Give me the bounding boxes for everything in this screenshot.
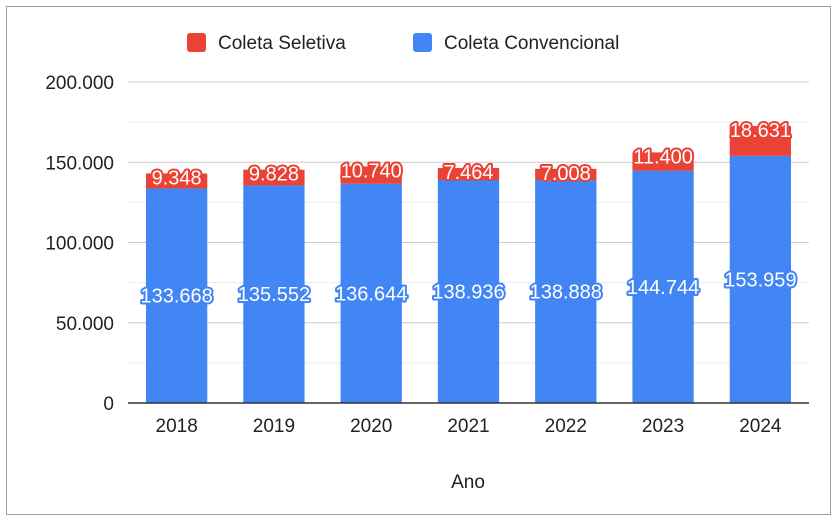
y-tick-label: 100.000 [45, 234, 114, 255]
data-labels: 133.668 9.348 135.552 9.828 136.644 10.740 138… [138, 118, 798, 310]
bar-coleta-convencional [535, 180, 597, 403]
data-label-convencional: 133.668 [140, 286, 212, 308]
data-label-seletiva: 10.740 [341, 160, 402, 182]
legend-label-seletiva: Coleta Seletiva [218, 33, 346, 54]
data-label-convencional: 136.644 [335, 283, 407, 305]
y-tick-label: 50.000 [56, 314, 114, 335]
y-tick-label: 200.000 [45, 73, 114, 94]
data-label-convencional: 135.552 [238, 284, 310, 306]
bar-coleta-convencional [145, 188, 208, 403]
bar-coleta-seletiva [632, 152, 694, 171]
bar-coleta-seletiva [437, 168, 500, 181]
data-label-seletiva: 9.348 [152, 167, 202, 189]
legend-label-convencional: Coleta Convencional [444, 33, 619, 54]
data-label-convencional: 138.936 [432, 282, 504, 304]
x-tick-label: 2021 [447, 416, 489, 437]
data-label-seletiva: 7.464 [443, 162, 493, 184]
x-tick-label: 2022 [545, 416, 587, 437]
data-label-convencional: 153.959 [724, 269, 796, 291]
bar-coleta-convencional [632, 170, 694, 403]
data-label-convencional: 144.744 [627, 277, 699, 299]
x-axis-title: Ano [451, 472, 485, 493]
x-tick-label: 2024 [739, 416, 782, 437]
data-label-seletiva: 18.631 [730, 120, 791, 142]
data-label-seletiva: 11.400 [633, 146, 693, 168]
bar-coleta-seletiva [243, 169, 305, 186]
data-label-seletiva: 9.828 [249, 164, 299, 186]
data-label-seletiva: 7.008 [541, 163, 591, 185]
bar-coleta-convencional [243, 185, 305, 403]
bar-coleta-seletiva [535, 168, 597, 181]
y-tick-label: 0 [103, 394, 114, 415]
legend-swatch-convencional [413, 33, 432, 52]
bar-coleta-seletiva [729, 125, 792, 156]
x-tick-label: 2020 [350, 416, 392, 437]
bar-coleta-convencional [729, 155, 792, 403]
bars [145, 125, 792, 403]
bar-coleta-seletiva [145, 173, 208, 189]
data-label-convencional: 138.888 [530, 282, 602, 304]
x-tick-label: 2023 [642, 416, 684, 437]
bar-coleta-convencional [340, 183, 402, 403]
legend-swatch-seletiva [187, 33, 206, 52]
bar-coleta-seletiva [340, 166, 402, 184]
y-tick-label: 150.000 [45, 153, 114, 174]
x-tick-label: 2018 [156, 416, 198, 437]
x-tick-label: 2019 [253, 416, 295, 437]
bar-coleta-convencional [437, 180, 500, 403]
legend: Coleta Seletiva Coleta Convencional [187, 33, 619, 54]
axes: 0 50.000 100.000 150.000 200.000 2018 2019 2020… [45, 73, 809, 437]
